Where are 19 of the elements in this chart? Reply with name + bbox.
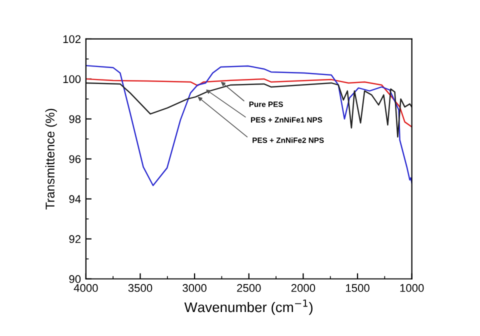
y-tick-label: 100 [63,75,81,84]
y-tick-label: 92 [69,235,80,244]
x-tick-label: 2000 [291,284,316,292]
y-tick-label: 94 [69,195,81,204]
x-tick-label: 1500 [346,284,370,292]
line-series [86,82,412,138]
y-tick-label: 98 [69,115,81,124]
y-tick-label: 96 [69,155,81,164]
y-axis-title: Transmittence (%) [45,108,57,210]
x-tick-label: 3000 [182,284,206,292]
x-tick-label: 2500 [237,284,261,292]
line-series [86,64,412,186]
x-tick-label: 4000 [74,284,98,292]
y-tick-label: 102 [63,35,81,44]
x-tick-label: 3500 [128,284,152,292]
x-tick-label: 1000 [400,284,424,292]
line-series [86,78,412,128]
y-tick-label: 90 [69,275,81,284]
x-axis-title: Wavenumber (cm$^{−1}$) [184,300,312,315]
